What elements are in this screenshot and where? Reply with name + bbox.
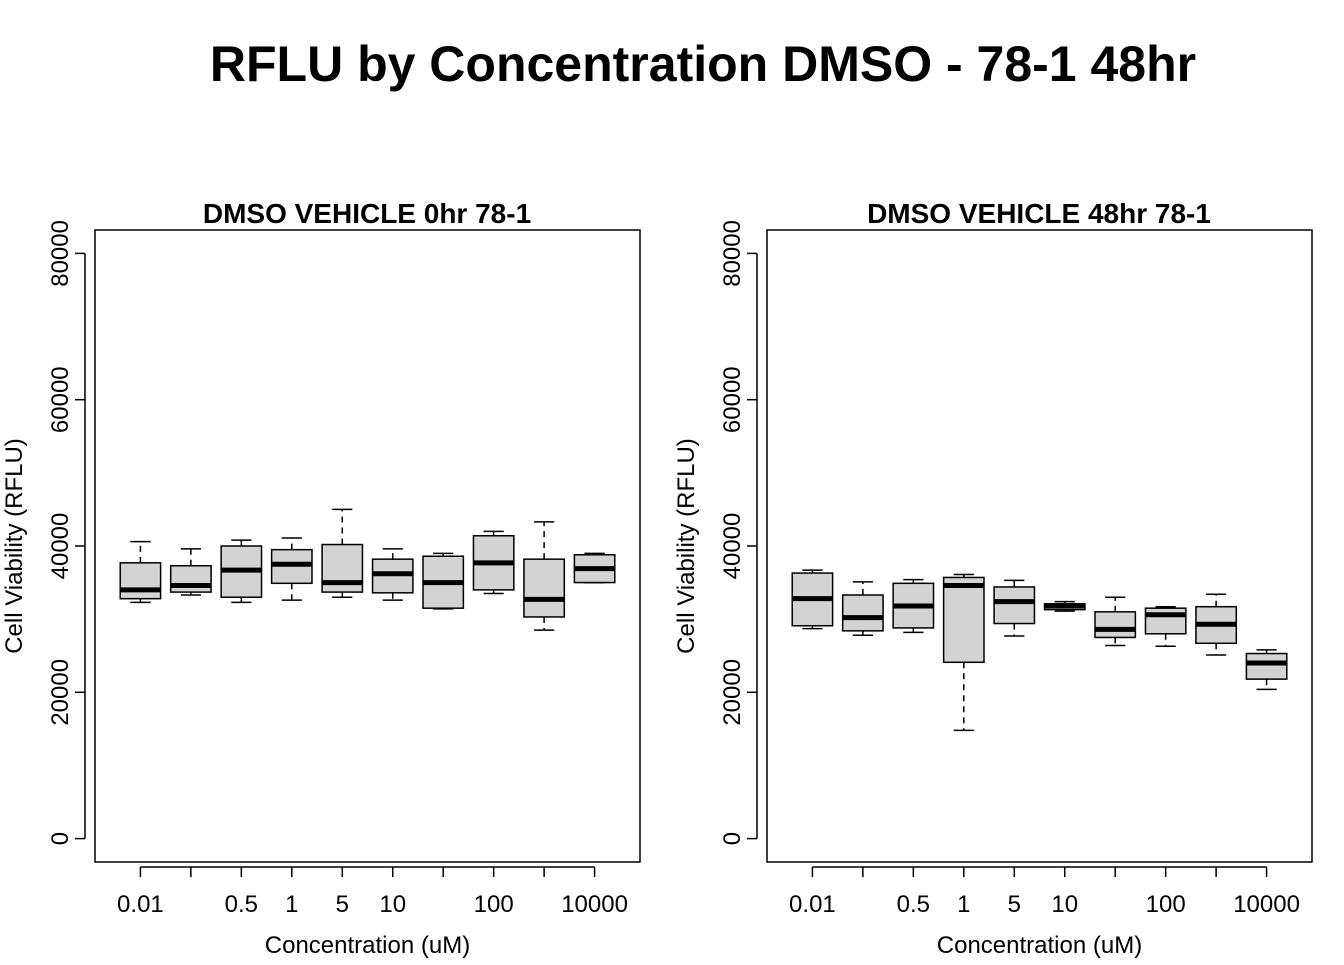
box-9	[1195, 593, 1238, 656]
box-3	[892, 578, 935, 634]
box-body	[523, 558, 566, 618]
box-body	[1144, 607, 1187, 635]
box-body	[993, 586, 1036, 625]
box-10	[573, 552, 616, 584]
x-tick-label: 0.01	[117, 891, 164, 918]
panel-1: DMSO VEHICLE 0hr 78-1 0 20000 40000 60000 800…	[1, 198, 641, 959]
panel-title: DMSO VEHICLE 0hr 78-1	[203, 198, 531, 229]
x-tick-label: 5	[336, 891, 349, 918]
y-tick-label: 60000	[719, 366, 746, 433]
x-tick-label: 5	[1008, 891, 1021, 918]
y-tick-label: 20000	[719, 659, 746, 726]
box-4	[942, 573, 985, 732]
y-tick-label: 40000	[719, 513, 746, 580]
y-tick-label: 0	[47, 832, 74, 845]
box-body	[1094, 611, 1137, 639]
x-tick-label: 100	[1146, 891, 1186, 918]
x-tick-label: 1	[285, 891, 298, 918]
x-tick-label: 10	[1051, 891, 1078, 918]
box-6	[1043, 600, 1086, 612]
box-8	[472, 530, 515, 595]
box-7	[1094, 596, 1137, 647]
x-tick-label: 1	[957, 891, 970, 918]
x-tick-label: 10000	[561, 891, 628, 918]
main-title: RFLU by Concentration DMSO - 78-1 48hr	[210, 36, 1196, 92]
box-4	[270, 537, 313, 601]
box-10	[1245, 649, 1288, 691]
plot-frame	[766, 229, 1313, 863]
box-6	[371, 548, 414, 601]
y-tick-label: 80000	[47, 220, 74, 287]
y-tick-label: 20000	[47, 659, 74, 726]
box-body	[942, 576, 985, 664]
x-axis-label: Concentration (uM)	[265, 932, 470, 959]
box-1	[791, 569, 834, 630]
x-tick-label: 100	[474, 891, 514, 918]
box-1	[119, 540, 162, 604]
y-axis-label: Cell Viability (RFLU)	[673, 438, 700, 654]
box-2	[169, 548, 212, 596]
box-body	[1245, 652, 1288, 680]
box-3	[220, 539, 263, 604]
box-8	[1144, 605, 1187, 647]
y-axis-label: Cell Viability (RFLU)	[1, 438, 28, 654]
panel-2: DMSO VEHICLE 48hr 78-1 0 20000 40000 60000 80…	[673, 198, 1313, 959]
y-tick-label: 60000	[47, 366, 74, 433]
x-tick-label: 10000	[1233, 891, 1300, 918]
panel-title: DMSO VEHICLE 48hr 78-1	[867, 198, 1211, 229]
box-9	[523, 521, 566, 631]
box-5	[321, 508, 364, 598]
box-body	[119, 562, 162, 600]
x-tick-label: 0.5	[225, 891, 258, 918]
box-5	[993, 579, 1036, 637]
plot-frame	[94, 229, 641, 863]
y-tick-label: 0	[719, 832, 746, 845]
box-body	[169, 565, 212, 593]
box-7	[422, 552, 465, 610]
y-tick-label: 40000	[47, 513, 74, 580]
x-axis-label: Concentration (uM)	[937, 932, 1142, 959]
x-tick-label: 0.5	[897, 891, 930, 918]
box-2	[841, 581, 884, 636]
y-tick-label: 80000	[719, 220, 746, 287]
x-tick-label: 10	[379, 891, 406, 918]
x-tick-label: 0.01	[789, 891, 836, 918]
box-body	[841, 594, 884, 632]
